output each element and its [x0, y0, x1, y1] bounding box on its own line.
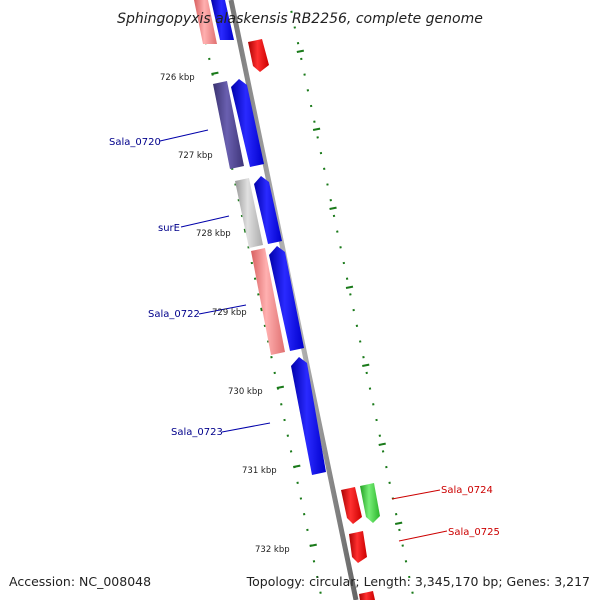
gene-sure-arrow[interactable]	[254, 176, 282, 244]
gene-track-upper	[194, 0, 326, 475]
leader-sure	[180, 215, 230, 228]
kbp-label-730: 730 kbp	[228, 387, 263, 397]
major-tick	[211, 71, 219, 75]
major-tick	[296, 49, 305, 53]
gene-sala-0723-arrow[interactable]	[291, 357, 326, 475]
major-tick	[329, 206, 337, 210]
gene-bottom-red[interactable]	[359, 591, 375, 600]
gene-partial-blue[interactable]	[211, 0, 234, 40]
gene-label-sure[interactable]: surE	[158, 223, 180, 234]
major-tick	[394, 521, 403, 525]
leader-sala-0724	[391, 489, 441, 500]
gene-sala-0724-red[interactable]	[341, 487, 362, 524]
major-tick	[345, 285, 354, 289]
gene-sala-0720b-arrow[interactable]	[231, 79, 264, 167]
leader-sala-0723	[221, 422, 271, 433]
gene-sure-box[interactable]	[235, 178, 263, 248]
gene-partial-pink[interactable]	[194, 0, 217, 44]
accession-text: Accession: NC_008048	[9, 574, 152, 589]
kbp-label-732: 732 kbp	[255, 545, 290, 555]
gene-upper-red[interactable]	[248, 39, 269, 72]
major-ticks	[211, 49, 403, 547]
map-title: Sphingopyxis alaskensis RB2256, complete…	[117, 11, 483, 27]
leader-sala-0720	[159, 129, 209, 142]
major-tick	[293, 464, 301, 468]
major-tick	[309, 543, 317, 547]
leader-sala-0722	[198, 304, 247, 315]
kbp-label-731: 731 kbp	[242, 466, 277, 476]
gene-labels: Sala_0720 surE Sala_0722 Sala_0723 Sala_…	[109, 137, 500, 538]
major-tick	[276, 385, 285, 389]
kbp-label-727: 727 kbp	[178, 151, 213, 161]
gene-label-sala-0725[interactable]: Sala_0725	[448, 527, 500, 538]
kbp-label-728: 728 kbp	[196, 229, 231, 239]
gene-label-sala-0722[interactable]: Sala_0722	[148, 309, 200, 320]
gene-label-sala-0724[interactable]: Sala_0724	[441, 485, 493, 496]
gene-sala-0725-red[interactable]	[349, 531, 367, 563]
gene-sala-0722-arrow[interactable]	[269, 246, 304, 351]
kbp-label-729: 729 kbp	[212, 308, 247, 318]
major-tick	[312, 127, 321, 131]
gene-label-sala-0720[interactable]: Sala_0720	[109, 137, 161, 148]
gene-sala-0724-green[interactable]	[360, 483, 380, 523]
major-tick	[378, 442, 386, 446]
major-tick	[362, 363, 370, 367]
gene-label-leaders	[159, 129, 448, 542]
genome-summary-text: Topology: circular; Length: 3,345,170 bp…	[246, 574, 590, 589]
leader-sala-0725	[398, 530, 448, 542]
gene-sala-0722-box[interactable]	[251, 248, 285, 355]
kbp-labels: 726 kbp 727 kbp 728 kbp 729 kbp 730 kbp …	[160, 73, 290, 555]
gene-sala-0720-box[interactable]	[213, 81, 244, 169]
kbp-label-726: 726 kbp	[160, 73, 195, 83]
gene-track-lower	[248, 39, 380, 600]
gene-label-sala-0723[interactable]: Sala_0723	[171, 427, 223, 438]
